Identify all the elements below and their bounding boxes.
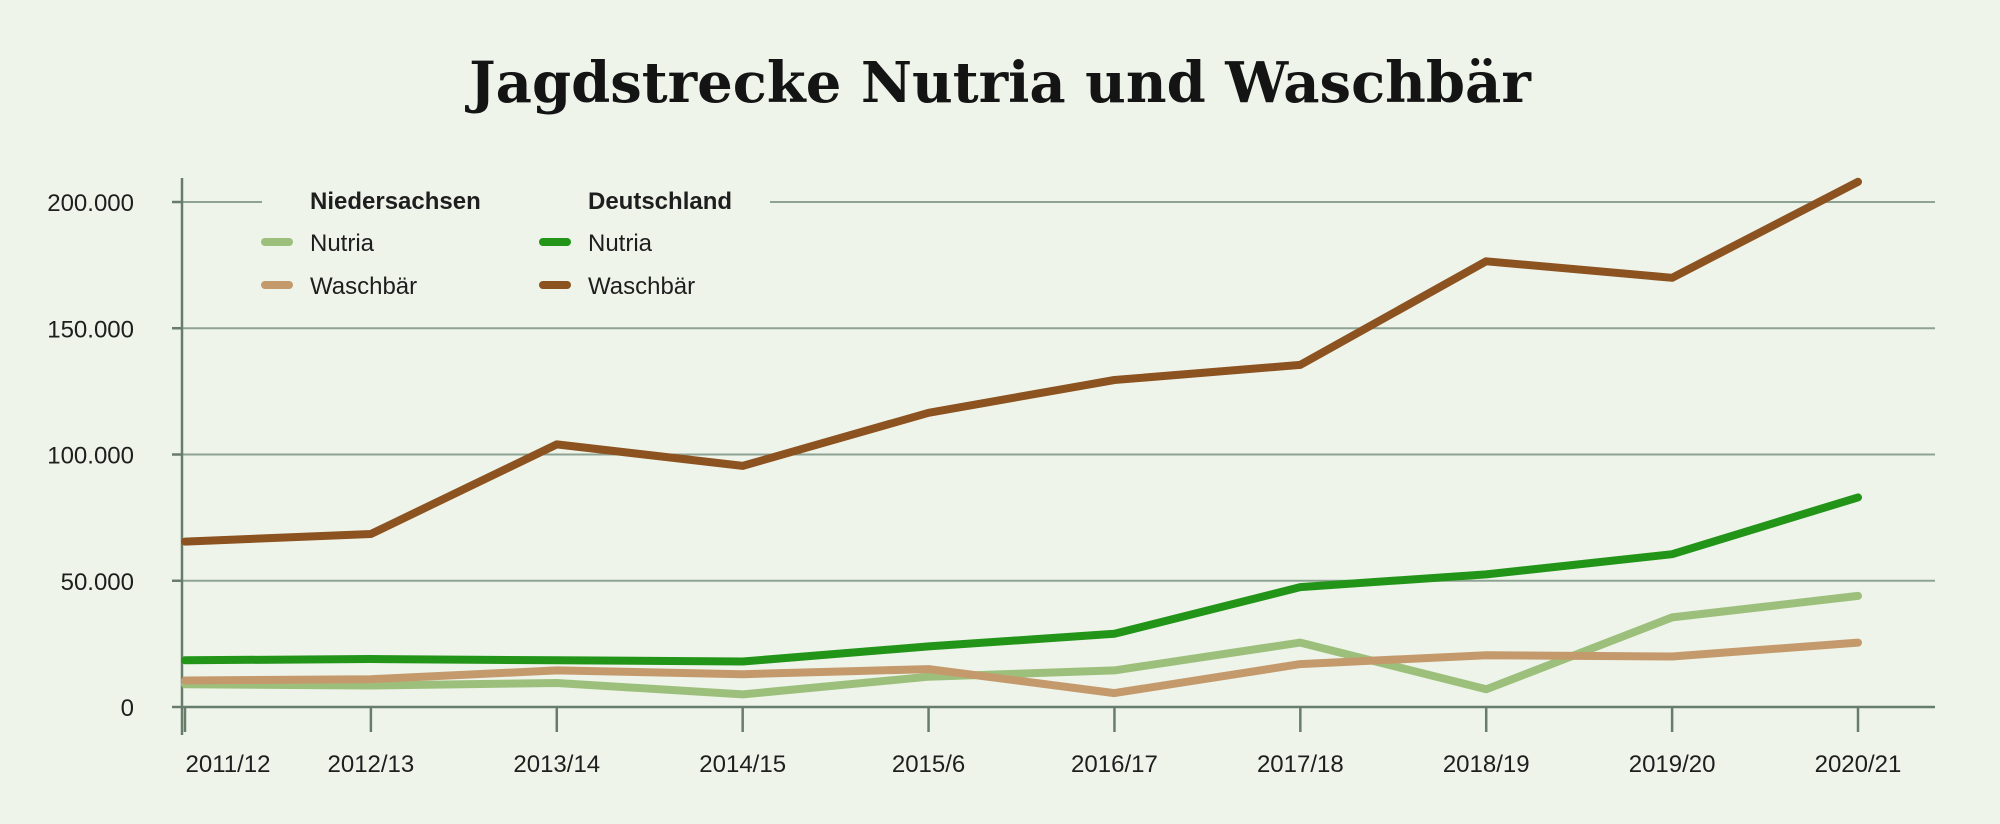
y-tick-label: 150.000 — [47, 316, 134, 343]
x-tick-labels: 2011/12 2012/13 2013/14 2014/15 2015/6 2016/1… — [186, 751, 1902, 778]
x-tick-label: 2014/15 — [699, 751, 786, 778]
x-tick-label: 2019/20 — [1629, 751, 1716, 778]
series-lines — [181, 177, 1862, 699]
x-tick-label: 2020/21 — [1815, 751, 1902, 778]
legend: Niedersachsen Nutria Waschbär Deutschland Nu… — [261, 188, 732, 300]
y-tick-labels: 0 50.000 100.000 150.000 200.000 — [47, 190, 134, 722]
legend-label: Nutria — [588, 230, 653, 257]
axes — [180, 178, 1935, 735]
x-tick-label: 2016/17 — [1071, 751, 1158, 778]
y-tick-label: 0 — [121, 695, 134, 722]
series-line-deutschland-nutria — [181, 493, 1862, 666]
series-line-niedersachsen-waschbaer — [181, 638, 1862, 698]
y-tick-label: 50.000 — [61, 569, 134, 596]
legend-group-title: Niedersachsen — [310, 188, 481, 215]
x-tick-label: 2013/14 — [513, 751, 600, 778]
x-tick-label: 2018/19 — [1443, 751, 1530, 778]
legend-background — [262, 178, 770, 308]
y-tick-label: 200.000 — [47, 190, 134, 217]
x-tick-label: 2017/18 — [1257, 751, 1344, 778]
legend-label: Waschbär — [588, 273, 695, 300]
series-line-deutschland-waschbaer — [181, 177, 1862, 546]
chart-title: Jagdstrecke Nutria und Waschbär — [464, 50, 1532, 116]
legend-group-title: Deutschland — [588, 188, 732, 215]
legend-label: Waschbär — [310, 273, 417, 300]
y-tick-label: 100.000 — [47, 443, 134, 470]
gridlines — [172, 200, 1935, 732]
x-tick-label: 2012/13 — [328, 751, 415, 778]
x-tick-label: 2011/12 — [186, 751, 271, 778]
legend-label: Nutria — [310, 230, 375, 257]
x-tick-label: 2015/6 — [892, 751, 965, 778]
